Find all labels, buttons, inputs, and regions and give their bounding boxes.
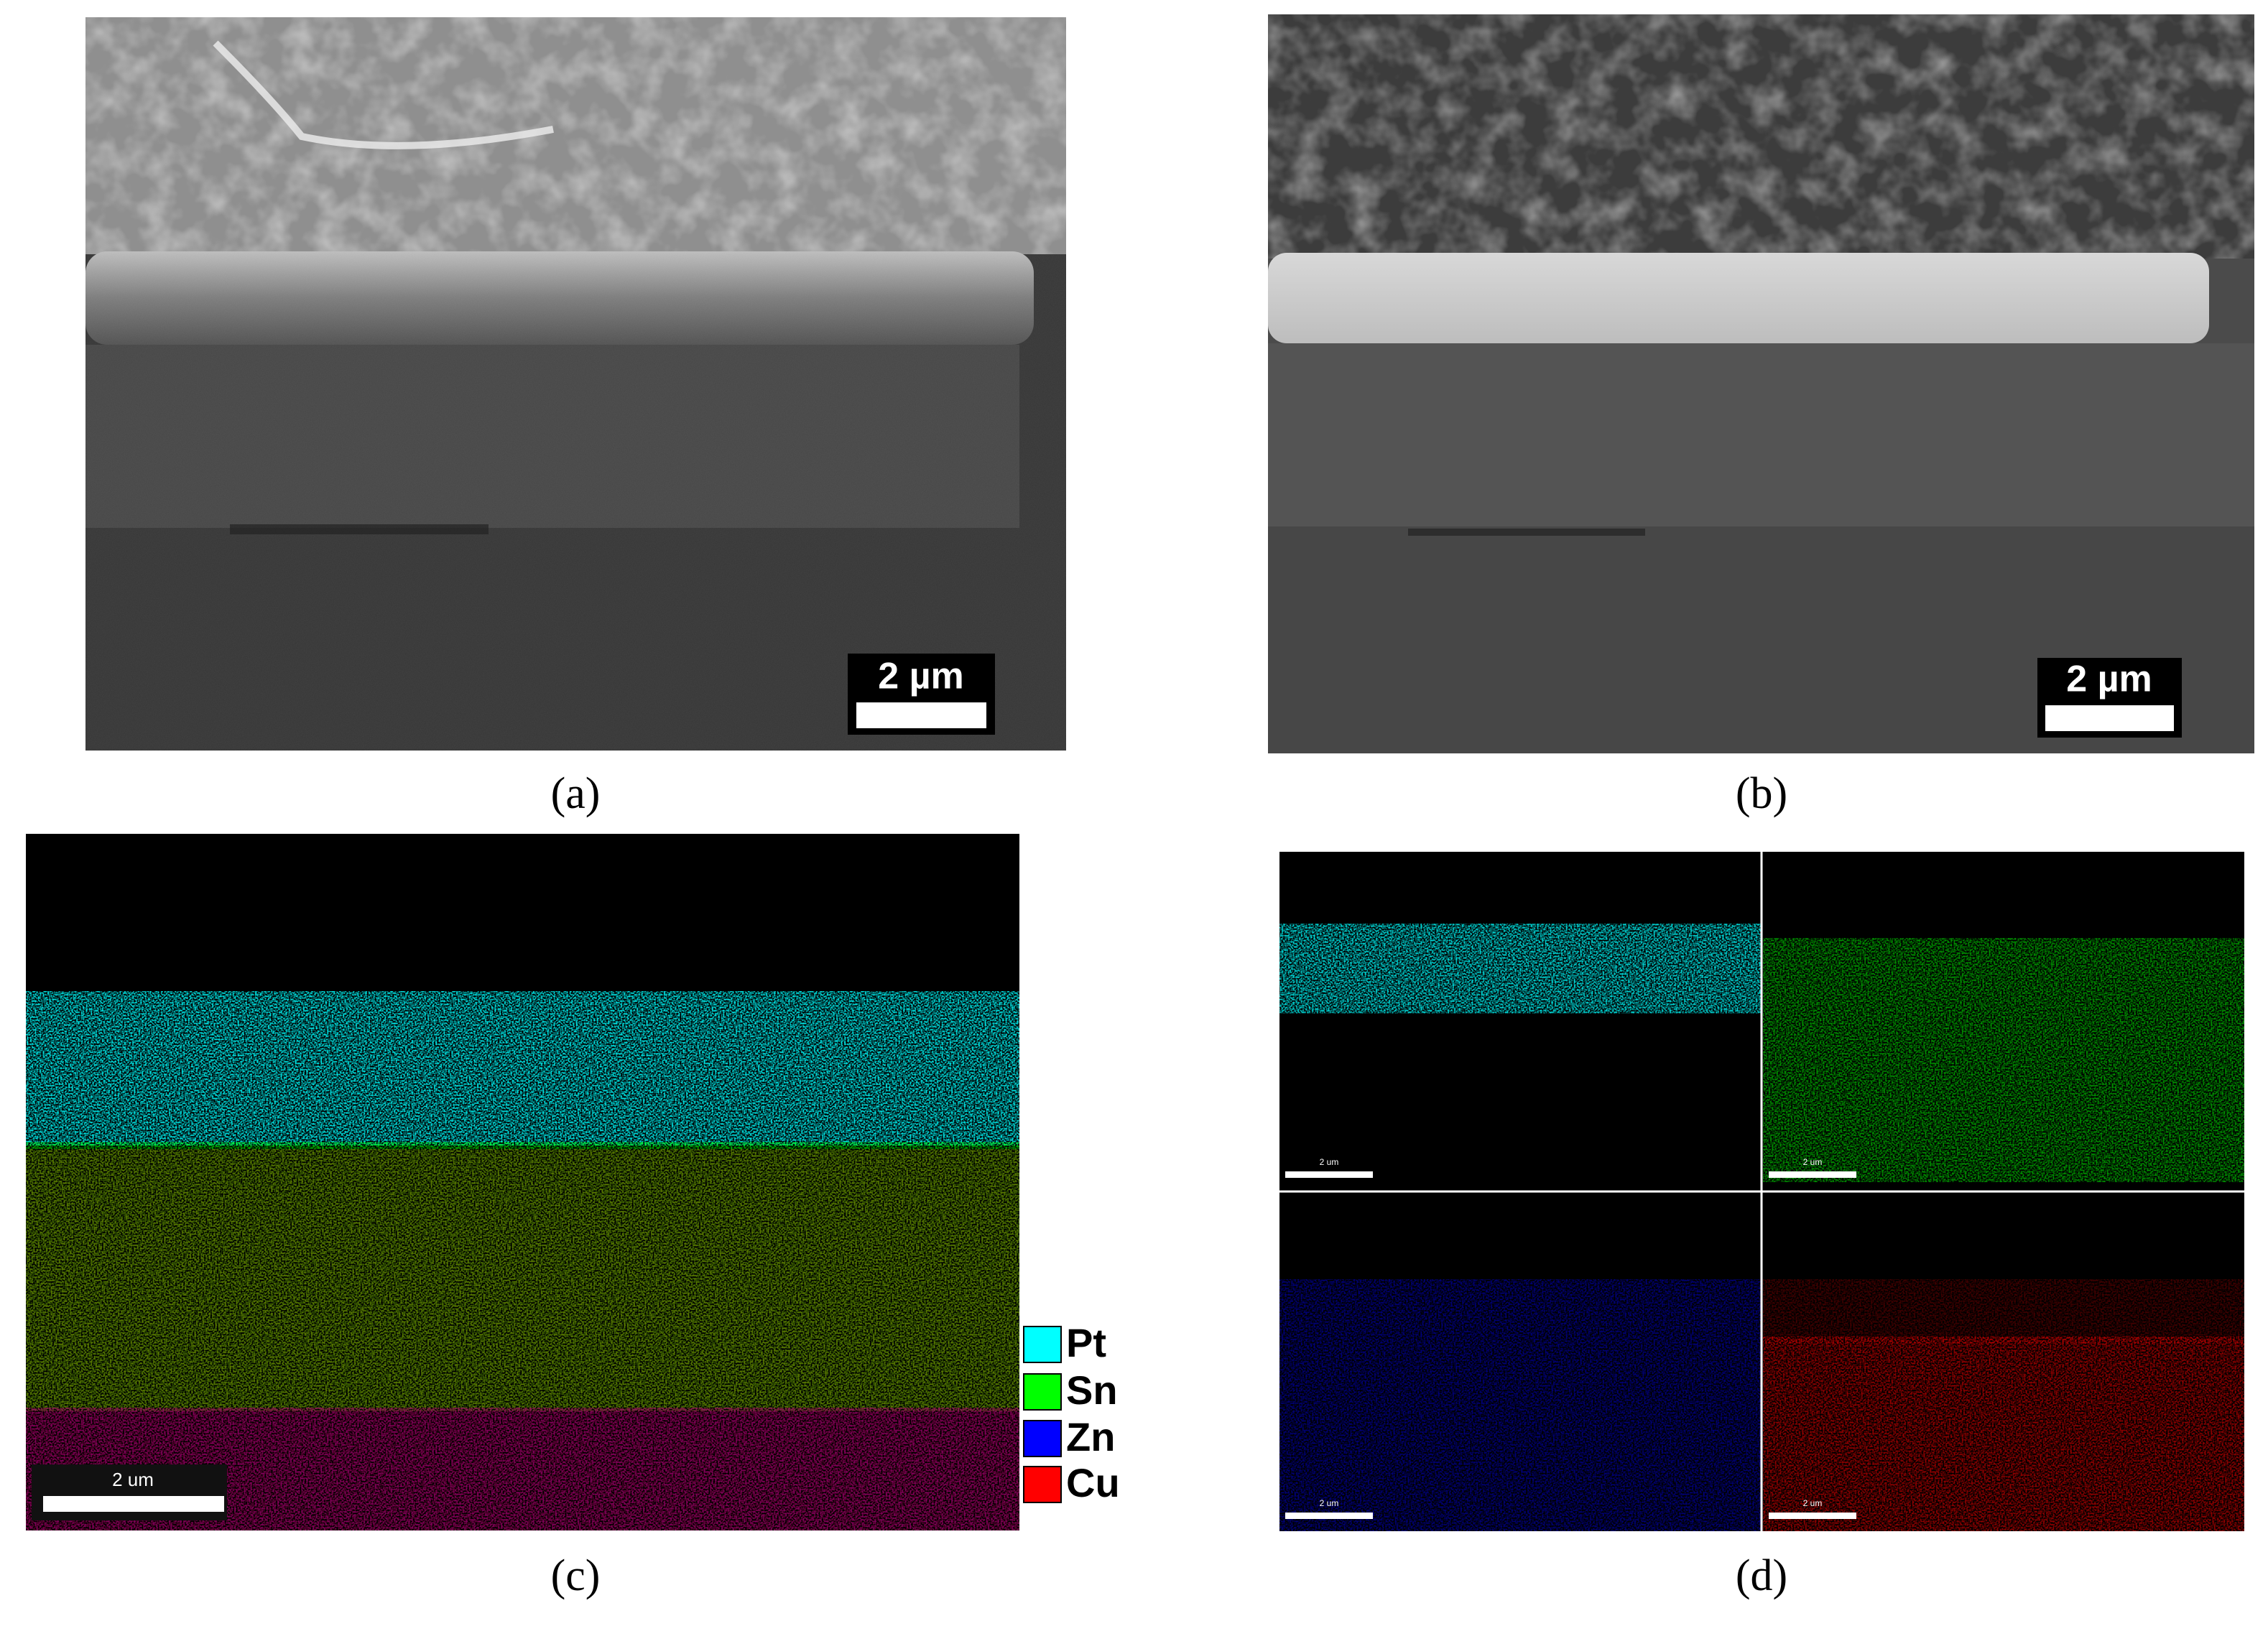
panel-label: (b) [1736, 769, 1787, 818]
scale-bar [2045, 705, 2174, 731]
sn-layer [1268, 343, 2254, 526]
legend-label: Zn [1066, 1414, 1115, 1459]
pt-cap [1268, 253, 2209, 343]
panel-d: 2 um 2 um 2 um 2 um (d) [1279, 852, 2244, 1600]
scale-label: 2 µm [878, 656, 964, 697]
scale-label: 2 um [112, 1469, 154, 1490]
panel-label: (c) [551, 1551, 601, 1600]
scale-bar [1285, 1171, 1373, 1178]
scale-label: 2 um [1320, 1157, 1339, 1167]
element-signal [1763, 938, 2244, 1182]
legend-swatch [1023, 1466, 1062, 1503]
legend-label: Sn [1066, 1367, 1118, 1413]
panel-label: (a) [551, 769, 601, 818]
scale-bar [1285, 1513, 1373, 1519]
void [1408, 529, 1645, 536]
void [230, 524, 489, 534]
scale-bar [43, 1496, 224, 1512]
legend-label: Pt [1066, 1320, 1106, 1365]
scale-label: 2 µm [2066, 659, 2152, 700]
legend-label: Cu [1066, 1460, 1120, 1505]
element-signal [1763, 1337, 2244, 1531]
scale-label: 2 um [1320, 1498, 1339, 1508]
legend-swatch [1023, 1326, 1062, 1363]
element-signal [1279, 924, 1761, 1013]
scale-bar [856, 702, 986, 728]
scale-bar [1769, 1171, 1856, 1178]
panel-b: 2 µm (b) [1268, 14, 2254, 818]
scale-label: 2 um [1803, 1498, 1823, 1508]
scale-bar [1769, 1513, 1856, 1519]
element-signal [1763, 1279, 2244, 1344]
surface-texture [1268, 14, 2254, 259]
panel-a: 2 µm (a) [85, 17, 1066, 818]
element-signal [26, 991, 1019, 1146]
scale-label: 2 um [1803, 1157, 1823, 1167]
legend-swatch [1023, 1420, 1062, 1457]
panel-label: (d) [1736, 1551, 1787, 1600]
surface-texture [85, 17, 1066, 254]
element-signal [1279, 1279, 1761, 1531]
ridge [213, 40, 554, 149]
legend-swatch [1023, 1373, 1062, 1411]
element-signal [26, 1149, 1019, 1411]
